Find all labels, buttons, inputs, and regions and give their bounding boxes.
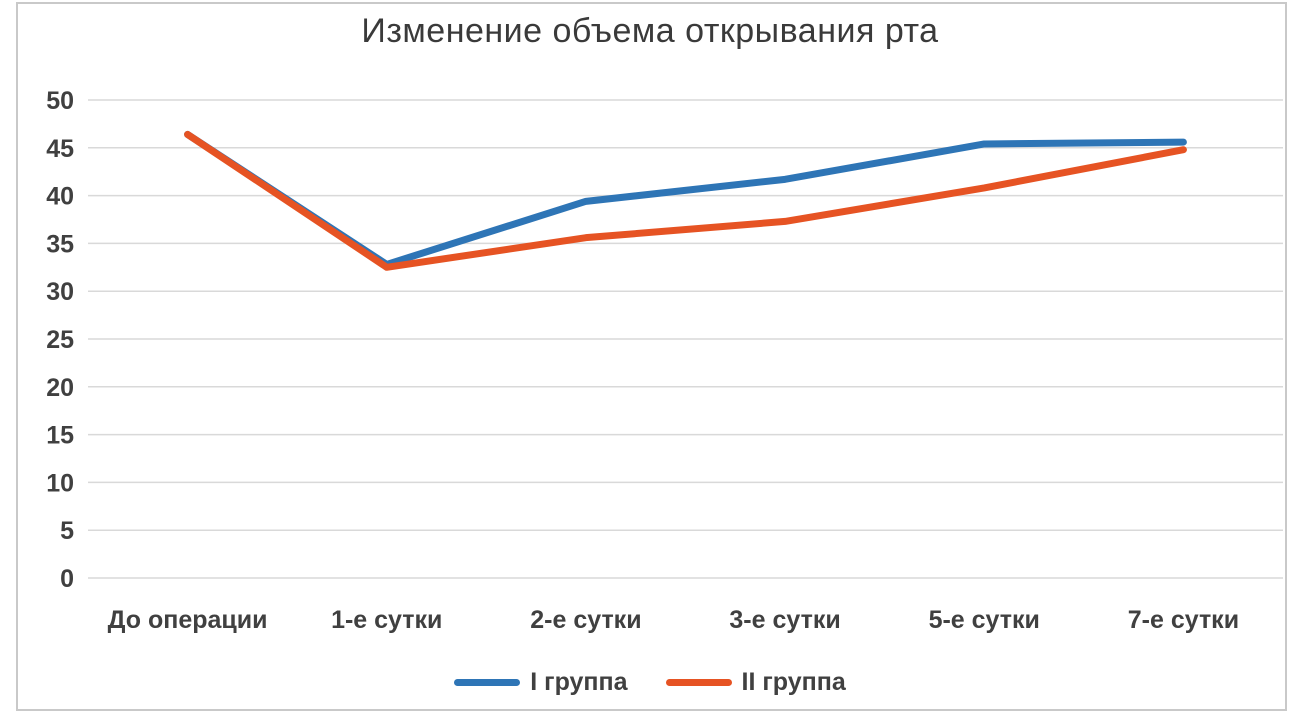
y-axis-tick-label: 20 (46, 374, 74, 402)
y-axis-tick-label: 0 (60, 565, 74, 593)
y-axis-tick-label: 5 (60, 517, 74, 545)
y-axis-tick-label: 45 (46, 135, 74, 163)
legend: I группа II группа (0, 668, 1300, 697)
y-axis-tick-label: 30 (46, 278, 74, 306)
x-axis-tick-label: 1-е сутки (331, 606, 442, 634)
series-line-2 (184, 130, 1187, 271)
y-axis-tick-label: 15 (46, 422, 74, 450)
x-axis-tick-label: 2-е сутки (530, 606, 641, 634)
legend-label: II группа (741, 668, 846, 696)
y-axis-tick-label: 35 (46, 230, 74, 258)
legend-swatch-icon (454, 679, 521, 686)
legend-item-1: I группа (454, 668, 628, 697)
x-axis-tick-label: 7-е сутки (1128, 606, 1239, 634)
y-axis-tick-label: 25 (46, 326, 74, 354)
x-axis-tick-label: 5-е сутки (929, 606, 1040, 634)
x-axis-tick-label: 3-е сутки (729, 606, 840, 634)
series-line-1 (184, 130, 1187, 268)
legend-swatch-icon (665, 679, 732, 686)
y-axis-tick-label: 40 (46, 183, 74, 211)
legend-label: I группа (530, 668, 628, 696)
x-axis-tick-label: До операции (108, 606, 268, 634)
legend-item-2: II группа (665, 668, 846, 697)
y-axis-tick-label: 50 (46, 87, 74, 115)
chart-title: Изменение объема открывания рта (361, 12, 939, 50)
y-axis-tick-label: 10 (46, 469, 74, 497)
chart-frame (16, 2, 1287, 711)
